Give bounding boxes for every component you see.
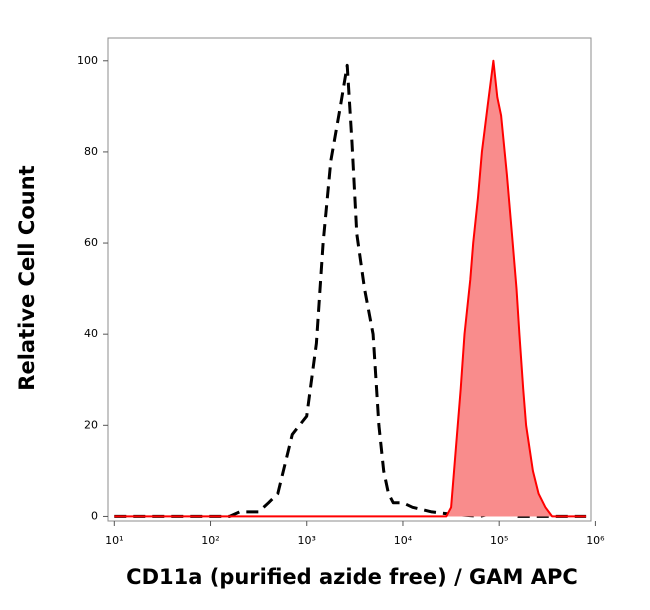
x-tick-label: 10⁵ [490,534,508,547]
x-axis-title: CD11a (purified azide free) / GAM APC [126,565,578,589]
histogram-line [114,63,587,518]
x-tick-label: 10⁶ [586,534,605,547]
y-tick-label: 0 [91,509,98,522]
x-tick-label: 10² [201,534,219,547]
y-tick-label: 80 [84,145,98,158]
histogram-line [114,59,587,518]
y-tick-label: 40 [84,327,98,340]
y-tick-label: 20 [84,418,98,431]
plot-frame [107,37,592,522]
x-tick-label: 10⁴ [394,534,413,547]
y-tick-label: 100 [77,54,98,67]
y-tick-label: 60 [84,236,98,249]
histogram-area [114,60,587,517]
y-axis-title: Relative Cell Count [15,165,39,390]
x-tick-label: 10³ [298,534,316,547]
x-tick-label: 10¹ [105,534,123,547]
